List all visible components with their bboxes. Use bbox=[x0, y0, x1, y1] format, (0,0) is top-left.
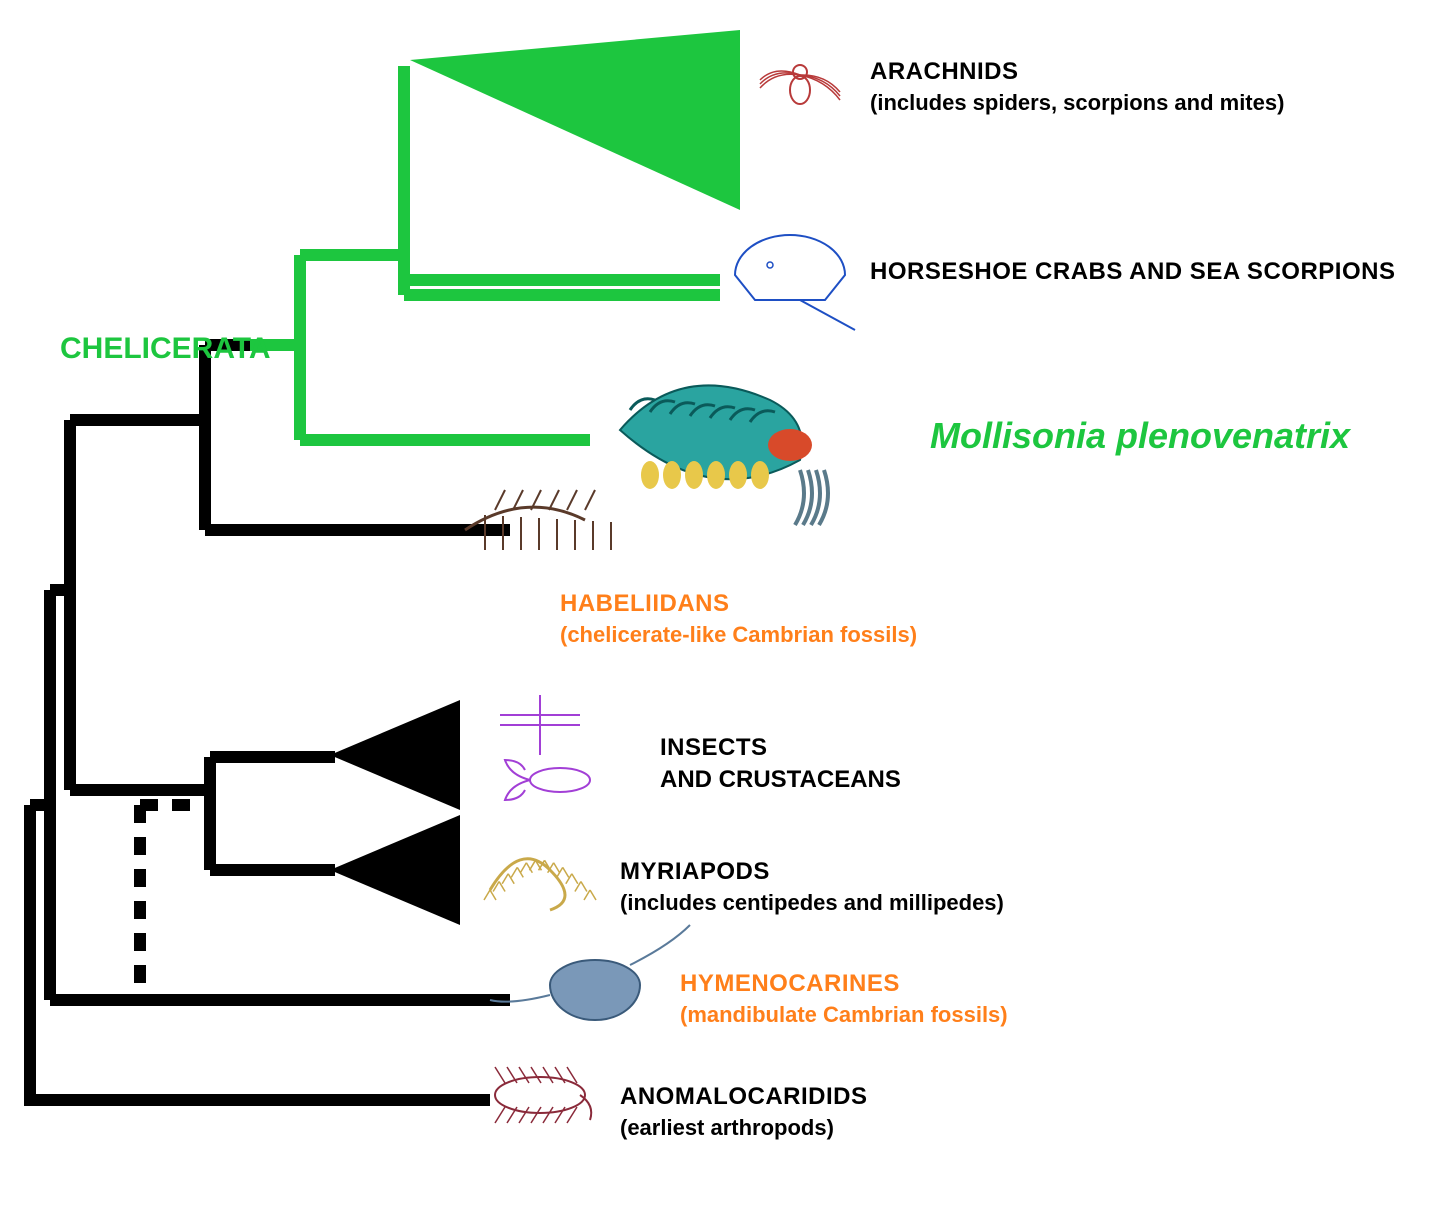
anomalocaridid-icon bbox=[495, 1067, 591, 1123]
hymenocarine-icon bbox=[490, 925, 690, 1020]
organism-icons bbox=[0, 0, 1440, 1207]
myriapod-icon bbox=[484, 859, 596, 910]
habeliidan-icon bbox=[465, 490, 611, 550]
insects-crustaceans-icon bbox=[500, 695, 590, 800]
spider-icon bbox=[760, 65, 840, 104]
mollisonia-icon bbox=[620, 385, 828, 525]
horseshoe-crab-icon bbox=[735, 235, 855, 330]
